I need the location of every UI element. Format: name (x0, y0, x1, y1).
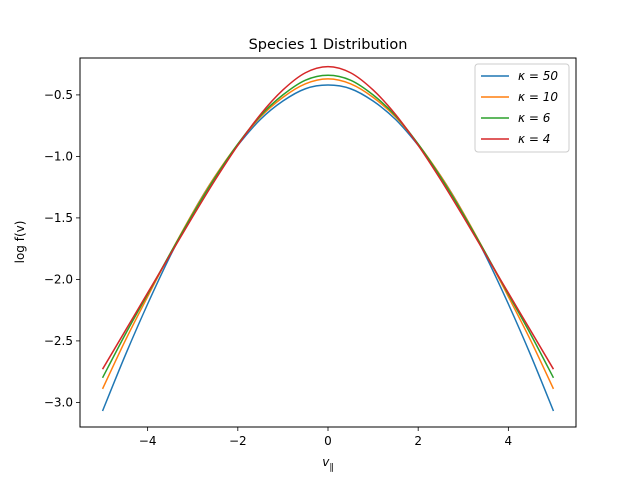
series-line-3 (101, 74, 555, 379)
y-tick-label: −1.5 (44, 211, 73, 225)
y-tick-label: −1.0 (44, 149, 73, 163)
chart-title: Species 1 Distribution (249, 37, 408, 53)
y-axis-label: log f(v) (13, 221, 27, 264)
legend-label: κ = 6 (518, 111, 551, 125)
y-axis: −3.0 −2.5 −2.0 −1.5 −1.0 −0.5 (44, 88, 80, 409)
y-tick-label: −2.5 (44, 334, 73, 348)
x-axis-label-v: v (322, 455, 330, 469)
y-tick-label: −2.0 (44, 272, 73, 286)
x-axis-label-subscript: ∥ (329, 463, 334, 473)
legend-box (474, 63, 570, 153)
legend-label: κ = 4 (518, 132, 550, 146)
legend-label: κ = 10 (518, 90, 558, 104)
x-tick-label: 2 (414, 434, 422, 448)
legend: κ = 50 κ = 10 κ = 6 κ = 4 (474, 63, 570, 153)
x-tick-label: −4 (139, 434, 157, 448)
x-tick-label: 4 (505, 434, 513, 448)
series-line-4 (101, 65, 555, 370)
x-axis: −4 −2 0 2 4 (139, 427, 512, 448)
y-tick-label: −3.0 (44, 395, 73, 409)
plot-area (79, 57, 577, 428)
x-tick-label: −2 (229, 434, 247, 448)
series-group (101, 65, 555, 412)
legend-label: κ = 50 (518, 69, 558, 83)
x-axis-label: v∥ (322, 455, 334, 473)
y-tick-label: −0.5 (44, 88, 73, 102)
x-tick-label: 0 (324, 434, 332, 448)
legend-entries: κ = 50 κ = 10 κ = 6 κ = 4 (481, 69, 558, 146)
